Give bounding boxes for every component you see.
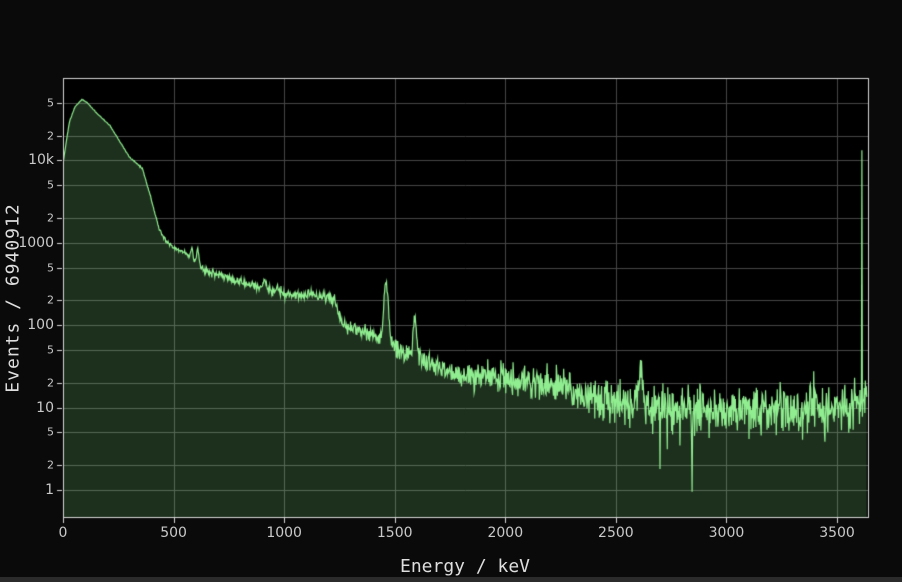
y-tick-label: 5 [47, 96, 54, 110]
y-tick-label: 5 [47, 425, 54, 439]
y-tick-label: 2 [47, 293, 54, 307]
y-tick-label: 5 [47, 261, 54, 275]
x-tick-label: 1500 [376, 525, 413, 541]
y-tick-label: 10k [28, 152, 54, 169]
y-tick-label: 10 [36, 399, 54, 416]
window-bottom-edge [0, 577, 902, 582]
y-tick-label: 5 [47, 343, 54, 357]
x-tick-label: 0 [58, 525, 68, 541]
x-tick-label: 1000 [266, 525, 302, 541]
y-axis-title: Events / 6940912 [2, 203, 24, 393]
x-tick-label: 3500 [819, 525, 855, 541]
y-tick-label: 1000 [18, 234, 54, 251]
x-tick-label: 2500 [598, 525, 634, 541]
x-tick-label: 2000 [487, 525, 524, 541]
y-tick-label: 2 [47, 376, 54, 390]
x-tick-label: 500 [160, 525, 187, 541]
x-axis-title: Energy / keV [399, 556, 531, 577]
y-tick-label: 5 [47, 178, 54, 192]
y-tick-label: 2 [47, 129, 54, 143]
x-tick-label: 3000 [708, 525, 745, 541]
y-tick-label: 2 [47, 211, 54, 225]
y-tick-label: 1 [45, 481, 54, 498]
y-tick-label: 2 [47, 458, 54, 472]
y-tick-label: 100 [27, 317, 54, 334]
